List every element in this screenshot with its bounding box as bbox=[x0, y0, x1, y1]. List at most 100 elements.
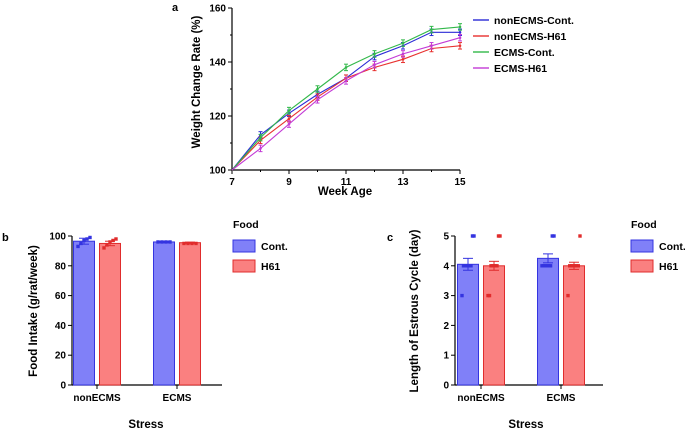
chart-b-bar bbox=[153, 241, 175, 386]
chart-c-data-point bbox=[566, 293, 570, 298]
chart-b-bar bbox=[99, 242, 121, 386]
chart-a-legend-label: ECMS-H61 bbox=[494, 63, 547, 75]
chart-b-legend-label: Cont. bbox=[261, 241, 288, 253]
chart-c-legend-label: Cont. bbox=[659, 241, 685, 253]
chart-c-legend-label: H61 bbox=[659, 261, 678, 273]
chart-c-data-point bbox=[460, 293, 464, 298]
chart-a-data-point bbox=[344, 66, 348, 69]
panel-label-c: c bbox=[387, 232, 393, 244]
chart-a-data-point bbox=[401, 58, 405, 61]
chart-b-data-point bbox=[85, 237, 89, 241]
chart-c-data-point bbox=[495, 264, 499, 268]
chart-c-legend-swatch bbox=[630, 259, 654, 273]
chart-b-ytick-label: 80 bbox=[55, 261, 67, 272]
chart-a-ytick-label: 100 bbox=[209, 166, 226, 177]
chart-a-data-point bbox=[458, 31, 462, 34]
chart-a-series-line bbox=[231, 26, 461, 171]
chart-c-data-point bbox=[576, 264, 580, 268]
chart-b-data-point bbox=[156, 240, 160, 244]
chart-a-data-point bbox=[287, 117, 291, 120]
chart-c-data-point bbox=[469, 264, 473, 268]
chart-c-ytick-label: 1 bbox=[443, 351, 449, 362]
chart-b-data-point bbox=[108, 240, 112, 244]
chart-c-data-point bbox=[569, 264, 574, 268]
chart-b-data-point bbox=[190, 241, 194, 246]
chart-b-xtick-label: ECMS bbox=[163, 393, 192, 404]
chart-a-series-line bbox=[231, 37, 461, 171]
chart-b-data-point bbox=[194, 241, 198, 246]
chart-b-data-point bbox=[76, 244, 80, 249]
chart-c-ytick-label: 5 bbox=[443, 232, 449, 243]
chart-b-ytick-label: 60 bbox=[55, 291, 67, 302]
chart-a-data-point bbox=[316, 87, 319, 91]
chart-c-bar bbox=[563, 265, 585, 386]
chart-a-legend-label: nonECMS-H61 bbox=[494, 31, 566, 43]
chart-b-ytick-label: 40 bbox=[55, 321, 67, 332]
chart-c-legend: Cont. H61 bbox=[630, 239, 685, 273]
chart-b-data-point bbox=[182, 241, 186, 246]
chart-b-data-point bbox=[88, 235, 92, 240]
chart-a-xtick-label: 7 bbox=[229, 177, 235, 188]
chart-b-data-point bbox=[160, 240, 164, 244]
chart-b-ytick-label: 0 bbox=[60, 381, 66, 392]
chart-c-data-point bbox=[548, 264, 553, 268]
chart-c-data-point bbox=[472, 234, 476, 238]
chart-c-data-point bbox=[543, 264, 548, 268]
chart-a-data-point bbox=[430, 28, 433, 31]
chart-c-data-point bbox=[571, 264, 575, 268]
panel-label-a: a bbox=[172, 2, 179, 14]
chart-b-data-point bbox=[114, 237, 118, 241]
chart-a-data-point bbox=[373, 52, 376, 56]
chart-b-data-point bbox=[102, 246, 106, 250]
chart-b-data-point bbox=[186, 241, 190, 246]
chart-a-xtick-label: 11 bbox=[341, 177, 352, 188]
chart-b-data-point bbox=[82, 238, 86, 243]
chart-c-bar bbox=[537, 257, 559, 386]
chart-c-legend-title: Food bbox=[631, 219, 657, 231]
panel-label-b: b bbox=[2, 232, 9, 244]
chart-a-ytick-label: 120 bbox=[209, 112, 226, 123]
chart-a-data-point bbox=[458, 36, 462, 39]
chart-c-data-point bbox=[545, 264, 549, 268]
chart-a-data-point bbox=[344, 79, 348, 83]
chart-a-data-point bbox=[287, 122, 291, 126]
chart-a-legend: nonECMS-Cont. nonECMS-H61 ECMS-Cont. ECMS-H… bbox=[473, 15, 574, 75]
chart-b-data-point bbox=[168, 240, 172, 244]
chart-c-data-point bbox=[573, 264, 577, 268]
chart-c-estrous-cycle: Length of Estrous Cycle (day) Stress Foo… bbox=[409, 219, 685, 429]
chart-c-legend-swatch bbox=[630, 239, 654, 253]
chart-a-xtick-label: 9 bbox=[286, 177, 292, 188]
chart-b-ytick-label: 20 bbox=[55, 351, 67, 362]
chart-c-data-point bbox=[542, 264, 546, 268]
chart-a-xlabel: Week Age bbox=[318, 186, 372, 198]
chart-c-data-point bbox=[487, 293, 492, 298]
chart-a-ytick-label: 160 bbox=[209, 4, 226, 15]
chart-c-ytick-label: 2 bbox=[443, 321, 449, 332]
chart-c-ytick-label: 3 bbox=[443, 291, 449, 302]
chart-c-data-point bbox=[540, 264, 544, 268]
chart-b-data-point bbox=[164, 240, 168, 244]
chart-a-series-line bbox=[231, 31, 460, 171]
chart-a-data-point bbox=[401, 41, 405, 45]
chart-c-data-point bbox=[547, 264, 551, 268]
chart-a-data-point bbox=[458, 44, 462, 48]
chart-b-bar bbox=[179, 242, 201, 386]
chart-a-data-point bbox=[287, 109, 291, 112]
chart-c-data-point bbox=[550, 234, 554, 238]
chart-b-bar bbox=[73, 240, 95, 386]
chart-a-data-point bbox=[316, 98, 319, 102]
chart-c-bar bbox=[483, 265, 505, 386]
chart-b-food-intake: Food Intake (g/rat/week) Stress Food Con… bbox=[28, 219, 288, 429]
chart-a-legend-label: nonECMS-Cont. bbox=[494, 15, 574, 27]
chart-a-xtick-label: 15 bbox=[454, 177, 466, 188]
chart-b-legend-swatch bbox=[232, 259, 256, 273]
chart-b-legend-label: H61 bbox=[261, 261, 280, 273]
chart-c-ytick-label: 4 bbox=[443, 261, 449, 272]
chart-b-data-point bbox=[111, 238, 115, 243]
chart-a-data-point bbox=[430, 44, 433, 48]
chart-c-bar bbox=[457, 263, 479, 386]
chart-a-data-point bbox=[373, 63, 376, 66]
chart-c-xtick-label: nonECMS bbox=[457, 393, 505, 404]
chart-a-ylabel: Weight Change Rate (%) bbox=[191, 15, 203, 148]
